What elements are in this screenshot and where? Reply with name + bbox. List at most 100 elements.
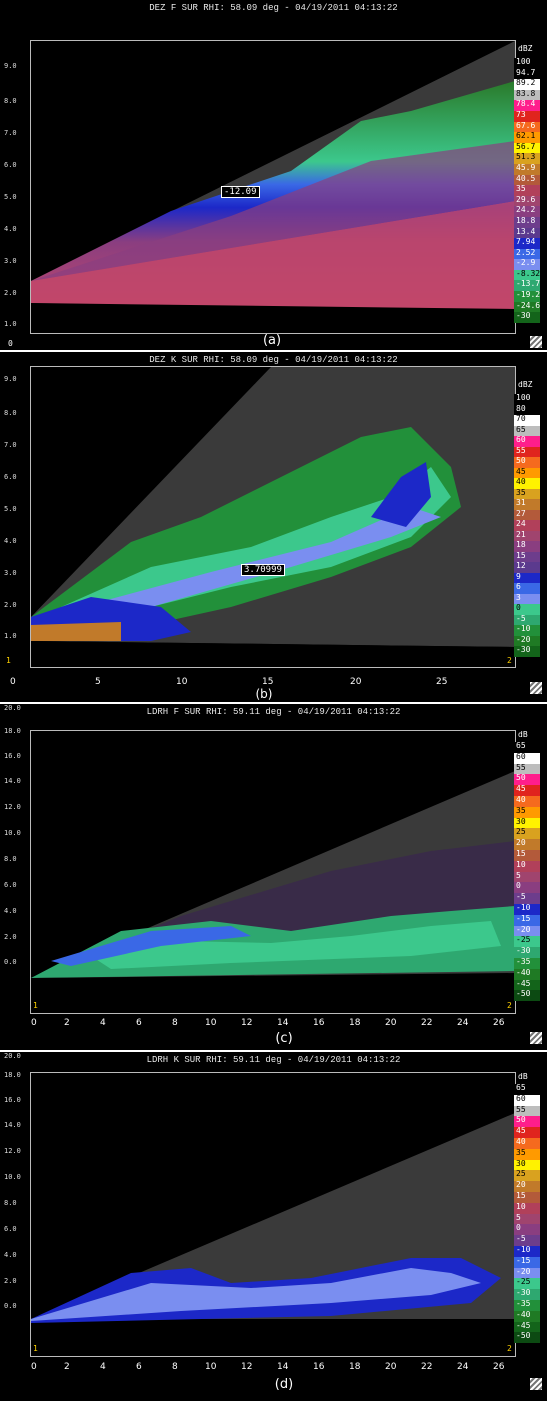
colorbar-bin: 62.1	[514, 132, 540, 143]
y-tick: 5.0	[4, 505, 17, 513]
colorbar-bin: -5	[514, 614, 540, 625]
x-tick: 16	[313, 1362, 325, 1372]
colorbar-label: 20	[516, 1180, 526, 1190]
colorbar-bin: -19.2	[514, 291, 540, 302]
colorbar-label: -30	[516, 1288, 531, 1298]
colorbar-label: 50	[516, 1115, 526, 1125]
plot-area[interactable]: 3.70999	[30, 366, 516, 668]
colorbar-bin: -40	[514, 1309, 540, 1322]
colorbar-label: 35	[516, 184, 526, 194]
corner-left-number: 0	[8, 339, 13, 348]
colorbar: 65 60 55 50 45 40 35 30 25 20 15 10 5 0 -5 -10 -15 -20 -25…	[514, 1084, 540, 1344]
probe-value: -12.09	[221, 186, 260, 198]
colorbar-bin: 13.4	[514, 227, 540, 239]
colorbar-label: 45.9	[516, 162, 536, 172]
colorbar-label: -20	[516, 1266, 531, 1276]
colorbar-label: -50	[516, 1331, 531, 1341]
y-tick: 8.0	[4, 855, 17, 863]
colorbar-bin: 35	[514, 1148, 540, 1160]
x-tick: 14	[277, 1362, 289, 1372]
x-tick: 22	[421, 1362, 433, 1372]
colorbar-label: 83.8	[516, 88, 536, 98]
colorbar-label: -45	[516, 1320, 531, 1330]
resize-grip-icon[interactable]	[530, 1032, 542, 1044]
probe-value: 3.70999	[241, 564, 285, 576]
x-tick: 4	[100, 1362, 106, 1372]
colorbar-bin: 100	[514, 58, 540, 69]
colorbar: 100 80 70 65 60 55 50 45 40 35 31 27 24 21 18 15 12 9 6 3 0-…	[514, 394, 540, 657]
colorbar-label: 15	[516, 848, 526, 858]
colorbar-label: -30	[516, 311, 531, 321]
radar-image	[31, 1113, 515, 1356]
colorbar-label: 31	[516, 498, 526, 507]
x-tick: 12	[241, 1362, 253, 1372]
resize-grip-icon[interactable]	[530, 682, 542, 694]
colorbar-label: 40	[516, 794, 526, 804]
colorbar-label: -40	[516, 1309, 531, 1319]
colorbar-label: 29.6	[516, 194, 536, 204]
colorbar-label: 51.3	[516, 152, 536, 162]
colorbar-label: 35	[516, 487, 526, 497]
y-tick: 20.0	[4, 1052, 21, 1060]
y-tick: 6.0	[4, 473, 17, 481]
colorbar-bin: 55	[514, 1105, 540, 1117]
colorbar-bin: 65	[514, 425, 540, 436]
colorbar-label: 67.6	[516, 120, 536, 130]
colorbar-bin: 60	[514, 436, 540, 447]
colorbar-label: -24.6	[516, 300, 541, 310]
colorbar-label: 60	[516, 751, 526, 761]
resize-grip-icon[interactable]	[530, 336, 542, 348]
colorbar-bin: 15	[514, 551, 540, 562]
colorbar-bin: 30	[514, 817, 540, 829]
plot-area[interactable]: -12.09	[30, 40, 516, 334]
colorbar-label: -5	[516, 1234, 526, 1244]
colorbar-label: 89.2	[516, 78, 536, 88]
colorbar-label: 45	[516, 1126, 526, 1136]
colorbar-bin: 21	[514, 530, 540, 541]
colorbar-label: -20	[516, 924, 531, 934]
colorbar-bin: 45	[514, 1127, 540, 1138]
colorbar-bin: 40.5	[514, 174, 540, 186]
x-tick: 24	[457, 1362, 469, 1372]
colorbar-label: 60	[516, 435, 526, 444]
colorbar-bin: 18	[514, 541, 540, 552]
plot-area[interactable]	[30, 1072, 516, 1357]
x-tick: 8	[172, 1362, 178, 1372]
panel-title: DEZ F SUR RHI: 58.09 deg - 04/19/2011 04…	[149, 3, 398, 13]
colorbar-label: 24	[516, 519, 526, 528]
colorbar-label: 20	[516, 838, 526, 848]
corner-left-number: 1	[33, 1344, 38, 1353]
colorbar-label: 5	[516, 1212, 521, 1222]
colorbar-bin: 20	[514, 1181, 540, 1192]
colorbar-label: 56.7	[516, 141, 536, 151]
colorbar-label: 50	[516, 773, 526, 783]
colorbar-bin: 6	[514, 583, 540, 594]
colorbar-bin: -15	[514, 914, 540, 926]
x-tick: 18	[349, 1362, 361, 1372]
colorbar-label: -40	[516, 967, 531, 977]
colorbar-label: -2.9	[516, 258, 536, 268]
colorbar-bin: -45	[514, 1320, 540, 1333]
plot-area[interactable]	[30, 730, 516, 1014]
colorbar-label: 10	[516, 1201, 526, 1211]
colorbar-bin: -8.32	[514, 269, 540, 281]
colorbar-bin: 24.2	[514, 206, 540, 217]
colorbar-label: 65	[516, 741, 526, 750]
y-tick: 4.0	[4, 1251, 17, 1259]
colorbar-label: 25	[516, 1169, 526, 1179]
colorbar-bin: 51.3	[514, 153, 540, 164]
y-tick: 8.0	[4, 97, 17, 105]
y-tick: 2.0	[4, 601, 17, 609]
x-tick: 25	[436, 677, 448, 687]
colorbar-bin: 10	[514, 860, 540, 872]
colorbar-label: 5	[516, 870, 521, 880]
colorbar-label: 62.1	[516, 131, 536, 141]
colorbar-bin: 20	[514, 839, 540, 850]
colorbar-bin: 83.8	[514, 88, 540, 101]
colorbar-bin: 40	[514, 478, 540, 489]
colorbar-bin: -35	[514, 1299, 540, 1311]
y-tick: 18.0	[4, 1071, 21, 1079]
colorbar-label: -30	[516, 645, 531, 654]
colorbar-bin: 45.9	[514, 162, 540, 175]
resize-grip-icon[interactable]	[530, 1378, 542, 1390]
